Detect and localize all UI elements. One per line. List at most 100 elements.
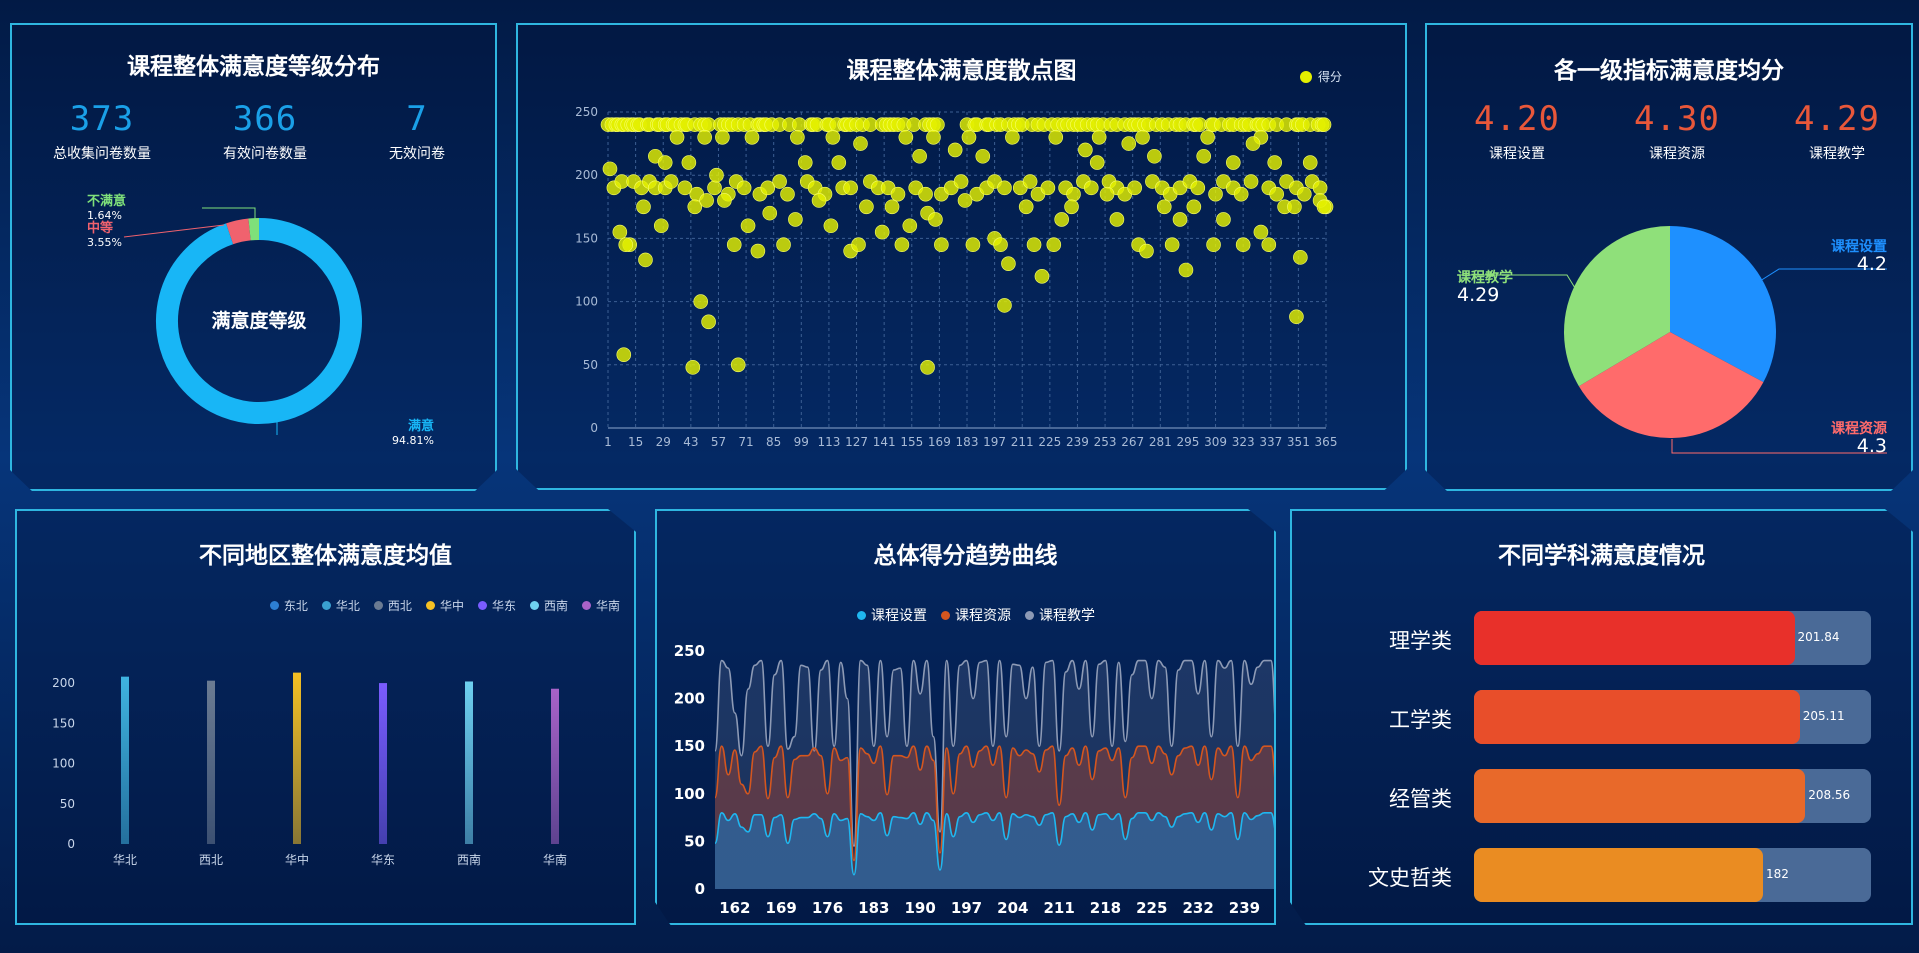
x-tick-label: 239 [1229, 899, 1260, 917]
scatter-point [823, 218, 839, 234]
region-bar [551, 688, 559, 844]
panel-title: 课程整体满意度散点图 [846, 58, 1077, 84]
legend-item[interactable]: 华北 [321, 597, 360, 614]
scatter-point [693, 294, 709, 309]
legend-dot-icon [529, 601, 539, 610]
legend-dot-icon [477, 601, 487, 610]
scatter-point [717, 193, 732, 208]
x-tick-label: 华北 [113, 853, 137, 867]
scatter-point [1005, 129, 1020, 145]
x-tick-label: 211 [1011, 435, 1034, 449]
scatter-point [997, 180, 1012, 196]
x-tick-label: 85 [766, 435, 781, 449]
legend-item[interactable]: 西南 [529, 597, 568, 614]
x-tick-label: 169 [766, 899, 797, 917]
scatter-point [843, 180, 858, 196]
score-trend-chart: 0 50 100 150 200 250 162 169 176 183 190 197 204 211 2… [674, 642, 1274, 917]
scatter-point [616, 347, 632, 362]
scatter-point [1064, 199, 1079, 215]
scatter-point [1267, 155, 1283, 170]
scatter-point [657, 155, 673, 170]
pie-slice-name: 课程设置 [1831, 238, 1887, 255]
scatter-point [961, 129, 977, 145]
y-tick-label: 150 [575, 231, 598, 245]
x-tick-label: 281 [1149, 435, 1172, 449]
legend-item[interactable]: 华中 [425, 597, 464, 614]
legend-item[interactable]: 西北 [373, 597, 412, 614]
x-tick-label: 197 [983, 435, 1006, 449]
panel-title: 总体得分趋势曲线 [873, 543, 1058, 569]
scatter-point [1001, 256, 1016, 271]
x-tick-label: 71 [738, 435, 753, 449]
scatter-point [1066, 186, 1081, 202]
legend-item[interactable]: 华东 [477, 597, 516, 614]
scatter-point [930, 117, 945, 132]
scatter-point [1089, 155, 1105, 170]
y-tick-label: 50 [60, 797, 75, 811]
stat-course-resource-label: 课程资源 [1649, 146, 1705, 162]
scatter-point [730, 357, 746, 373]
scatter-point [898, 129, 914, 145]
hbar-value-label: 208.56 [1808, 788, 1851, 802]
x-tick-label: 232 [1182, 899, 1213, 917]
scatter-point [1127, 180, 1142, 196]
hbar-track: 182 [1474, 848, 1871, 902]
scatter-point [1269, 186, 1284, 202]
x-tick-label: 253 [1094, 435, 1117, 449]
hbar-category-label: 理学类 [1389, 629, 1452, 653]
stat-course-resource-value: 4.30 [1634, 99, 1720, 139]
scatter-point [894, 237, 910, 253]
x-tick-label: 华东 [371, 853, 395, 867]
scatter-point [1178, 262, 1194, 278]
donut-slice-name: 不满意 [87, 193, 126, 209]
trend-line [714, 812, 1274, 876]
scatter-point [811, 193, 827, 208]
y-tick-label: 50 [583, 358, 598, 372]
hbar-value-label: 182 [1766, 867, 1789, 881]
legend-item[interactable]: 课程设置 [857, 605, 927, 625]
donut-slice-name: 满意 [408, 418, 434, 434]
legend-item[interactable]: 华南 [581, 597, 620, 614]
donut-label-line [202, 207, 256, 225]
y-tick-label: 250 [674, 642, 705, 660]
scatter-point [726, 237, 742, 253]
scatter-point [926, 129, 941, 145]
scatter-point [1078, 142, 1093, 158]
trend-area [715, 812, 1274, 889]
stat-invalid-value: 7 [406, 99, 428, 139]
y-tick-label: 0 [67, 837, 75, 851]
scatter-point [1233, 186, 1249, 202]
hbar-track: 208.56 [1474, 769, 1871, 823]
scatter-point [744, 129, 760, 145]
legend-item[interactable]: 课程教学 [1025, 605, 1095, 625]
y-tick-label: 150 [674, 737, 705, 755]
stat-invalid: 7 无效问卷 [342, 99, 492, 163]
scatter-point [788, 212, 803, 227]
x-tick-label: 197 [951, 899, 982, 917]
scatter-point [1316, 117, 1332, 132]
scatter-point [699, 193, 714, 208]
y-tick-label: 100 [575, 295, 598, 309]
scatter-point [638, 252, 653, 268]
pie-slice-name: 课程教学 [1457, 269, 1513, 286]
x-tick-label: 190 [905, 899, 936, 917]
scatter-point [701, 314, 716, 330]
hbar-fill [1474, 848, 1764, 902]
legend-label: 课程资源 [955, 608, 1011, 624]
pie-slice [1670, 226, 1776, 383]
scatter-point [1245, 136, 1261, 151]
pie-slice-value: 4.3 [1857, 435, 1887, 457]
legend-item[interactable]: 课程资源 [941, 605, 1011, 625]
scatter-point [1018, 199, 1034, 215]
scatter-point [902, 218, 918, 234]
x-tick-label: 204 [997, 899, 1028, 917]
scatter-point [853, 136, 868, 151]
stat-total-value: 373 [69, 99, 135, 139]
legend-item[interactable]: 东北 [269, 597, 308, 614]
scatter-point [957, 193, 973, 208]
stat-course-teaching-value: 4.29 [1794, 99, 1880, 139]
legend-label: 华北 [335, 599, 360, 613]
legend-label: 东北 [283, 599, 308, 613]
scatter-point [715, 129, 730, 145]
pie-label-line [1671, 439, 1887, 454]
